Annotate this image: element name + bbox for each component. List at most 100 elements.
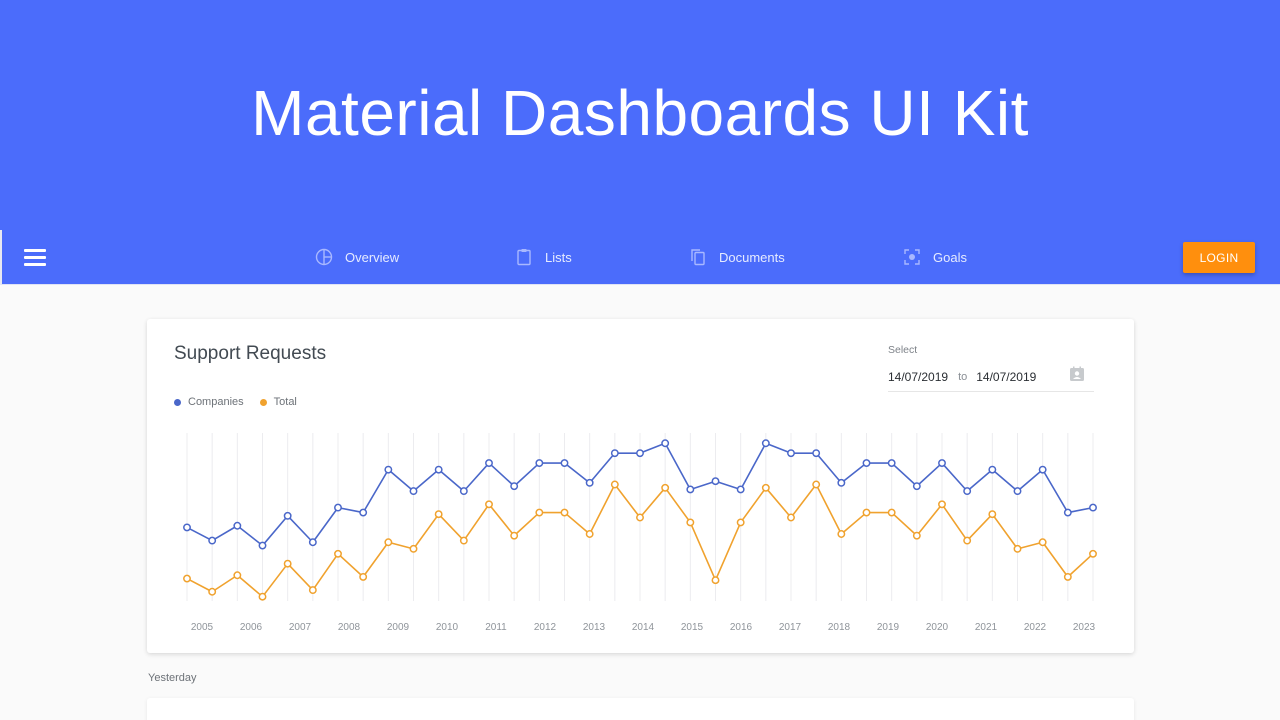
data-point[interactable] <box>233 521 242 530</box>
data-point[interactable] <box>887 508 896 517</box>
data-point[interactable] <box>711 477 720 486</box>
data-point[interactable] <box>661 439 670 448</box>
data-point[interactable] <box>485 500 493 509</box>
data-point[interactable] <box>384 538 393 547</box>
x-axis-label: 2011 <box>485 622 507 633</box>
data-point[interactable] <box>1089 503 1097 512</box>
data-point[interactable] <box>963 536 972 545</box>
calendar-icon[interactable] <box>1069 366 1085 382</box>
data-point[interactable] <box>384 465 393 474</box>
data-point[interactable] <box>912 531 921 540</box>
data-point[interactable] <box>308 538 317 547</box>
data-point[interactable] <box>761 483 770 492</box>
data-point[interactable] <box>636 513 644 522</box>
data-point[interactable] <box>787 449 795 458</box>
data-point[interactable] <box>988 465 997 474</box>
card-title: Support Requests <box>174 343 327 364</box>
data-point[interactable] <box>1013 487 1022 496</box>
data-point[interactable] <box>359 572 368 581</box>
data-point[interactable] <box>585 478 594 487</box>
data-point[interactable] <box>560 508 569 517</box>
legend-item-companies[interactable]: Companies <box>174 396 244 408</box>
data-point[interactable] <box>233 571 242 580</box>
data-point[interactable] <box>535 508 544 517</box>
data-point[interactable] <box>988 510 997 519</box>
data-point[interactable] <box>208 587 217 596</box>
x-axis-label: 2009 <box>387 622 410 633</box>
data-point[interactable] <box>963 487 972 496</box>
data-point[interactable] <box>434 510 443 519</box>
data-point[interactable] <box>258 592 267 601</box>
data-point[interactable] <box>862 508 871 517</box>
data-point[interactable] <box>409 487 418 496</box>
legend-dot-icon <box>174 398 181 406</box>
data-point[interactable] <box>183 574 191 583</box>
data-point[interactable] <box>837 478 846 487</box>
data-point[interactable] <box>283 511 292 520</box>
x-axis-label: 2021 <box>975 622 998 633</box>
data-point[interactable] <box>359 508 368 517</box>
data-point[interactable] <box>686 518 695 527</box>
login-button[interactable]: LOGIN <box>1183 242 1255 273</box>
date-from[interactable]: 14/07/2019 <box>888 370 949 384</box>
data-point[interactable] <box>459 536 468 545</box>
data-point[interactable] <box>183 523 191 532</box>
data-point[interactable] <box>787 513 795 522</box>
data-point[interactable] <box>938 459 946 468</box>
data-point[interactable] <box>736 485 745 494</box>
data-point[interactable] <box>761 439 770 448</box>
section-label-yesterday: Yesterday <box>148 672 197 684</box>
data-point[interactable] <box>510 482 519 491</box>
data-point[interactable] <box>459 487 468 496</box>
hero-banner: Material Dashboards UI Kit <box>0 0 1280 230</box>
data-point[interactable] <box>636 449 644 458</box>
date-range-values[interactable]: 14/07/2019 to 14/07/2019 <box>888 370 1036 384</box>
legend-item-total[interactable]: Total <box>259 396 297 408</box>
nav-item-label: Lists <box>545 249 572 265</box>
data-point[interactable] <box>409 544 418 553</box>
data-point[interactable] <box>812 449 821 458</box>
data-point[interactable] <box>711 576 720 585</box>
data-point[interactable] <box>1063 508 1072 517</box>
data-point[interactable] <box>1013 544 1022 553</box>
nav-item-overview[interactable]: Overview <box>315 246 399 268</box>
data-point[interactable] <box>283 559 292 568</box>
data-point[interactable] <box>535 459 544 468</box>
nav-item-lists[interactable]: Lists <box>515 246 572 268</box>
hamburger-menu-icon[interactable] <box>24 249 46 266</box>
data-point[interactable] <box>661 483 670 492</box>
data-point[interactable] <box>1038 538 1047 547</box>
x-axis-label: 2014 <box>632 622 655 633</box>
data-point[interactable] <box>1089 549 1097 558</box>
nav-item-goals[interactable]: Goals <box>903 246 967 268</box>
data-point[interactable] <box>485 459 493 468</box>
date-to[interactable]: 14/07/2019 <box>976 370 1037 384</box>
data-point[interactable] <box>308 586 317 595</box>
data-point[interactable] <box>610 480 619 489</box>
data-point[interactable] <box>560 459 569 468</box>
x-axis-label: 2018 <box>828 622 851 633</box>
data-point[interactable] <box>585 530 594 538</box>
data-point[interactable] <box>334 549 342 558</box>
data-point[interactable] <box>510 531 519 540</box>
data-point[interactable] <box>938 500 946 509</box>
x-axis-label: 2013 <box>583 622 606 633</box>
data-point[interactable] <box>912 482 921 491</box>
data-point[interactable] <box>434 465 443 474</box>
x-axis-label: 2016 <box>730 622 753 633</box>
data-point[interactable] <box>736 518 745 527</box>
data-point[interactable] <box>887 459 896 468</box>
data-point[interactable] <box>258 541 267 550</box>
date-range-picker[interactable]: Select 14/07/2019 to 14/07/2019 <box>888 344 1094 392</box>
x-axis-label: 2022 <box>1024 622 1047 633</box>
nav-item-documents[interactable]: Documents <box>689 246 785 268</box>
data-point[interactable] <box>208 536 217 545</box>
data-point[interactable] <box>1038 465 1047 474</box>
data-point[interactable] <box>1063 572 1072 581</box>
data-point[interactable] <box>862 459 871 468</box>
data-point[interactable] <box>334 503 342 512</box>
data-point[interactable] <box>610 449 619 458</box>
data-point[interactable] <box>686 485 695 494</box>
data-point[interactable] <box>837 530 846 538</box>
data-point[interactable] <box>812 480 821 489</box>
